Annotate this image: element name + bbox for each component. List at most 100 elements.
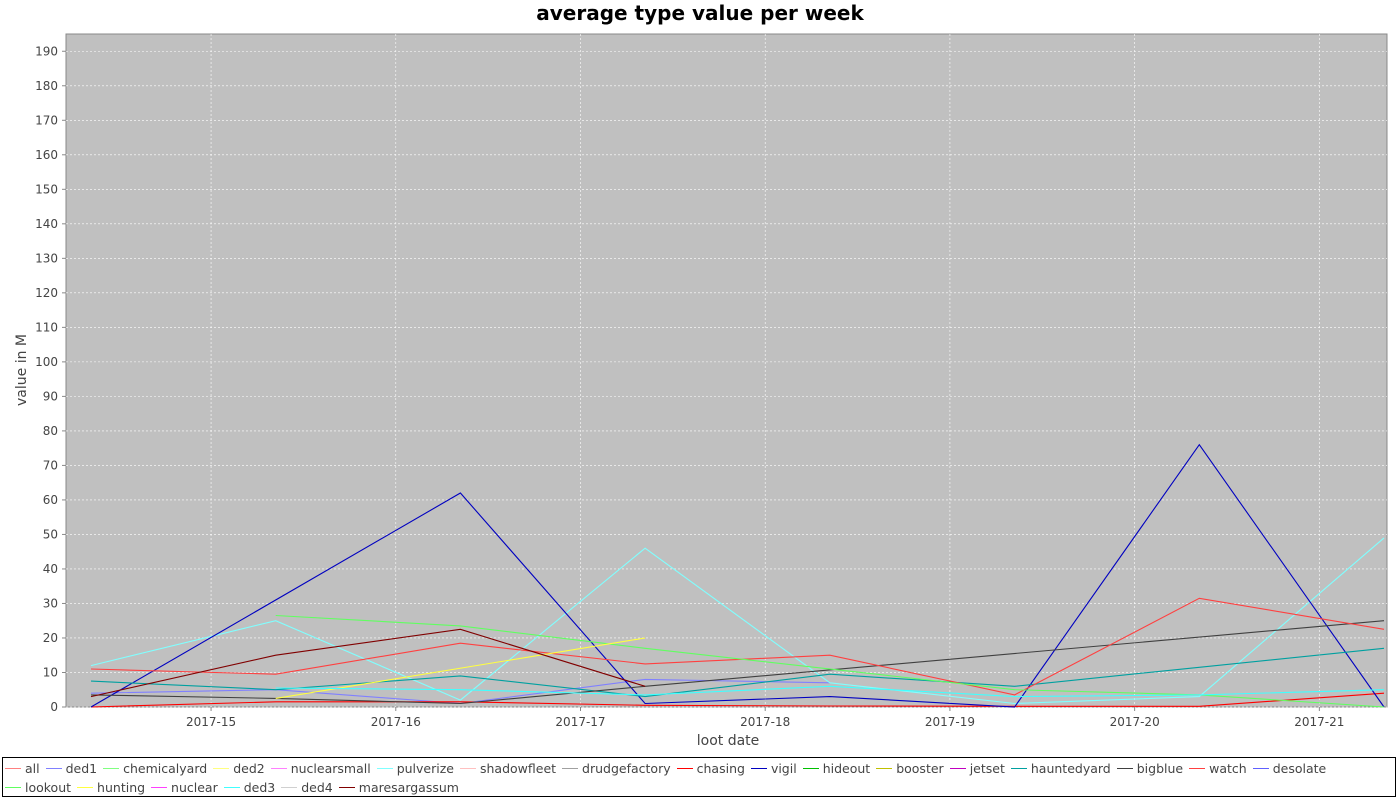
y-tick-label: 120 <box>35 286 58 300</box>
legend-label: chemicalyard <box>123 761 208 776</box>
legend: all ded1 chemicalyard ded2 nuclearsmall pulve… <box>2 757 1396 797</box>
y-tick-label: 160 <box>35 148 58 162</box>
legend-item-jetset: jetset <box>949 759 1005 778</box>
y-tick-label: 50 <box>43 527 58 541</box>
x-tick-label: 2017-20 <box>1110 715 1160 729</box>
legend-item-desolate: desolate <box>1252 759 1327 778</box>
legend-label: desolate <box>1272 761 1327 776</box>
legend-label: pulverize <box>396 761 454 776</box>
legend-swatch <box>750 768 767 769</box>
legend-item-maresargassum: maresargassum <box>338 778 459 797</box>
legend-label: chasing <box>696 761 745 776</box>
y-tick-label: 110 <box>35 320 58 334</box>
legend-label: nuclear <box>171 780 218 795</box>
legend-item-lookout: lookout <box>5 778 71 797</box>
legend-item-ded3: ded3 <box>223 778 276 797</box>
y-tick-label: 170 <box>35 113 58 127</box>
legend-swatch <box>5 787 21 788</box>
legend-label: jetset <box>969 761 1005 776</box>
legend-item-hauntedyard: hauntedyard <box>1010 759 1111 778</box>
y-tick-label: 130 <box>35 251 58 265</box>
legend-label: hideout <box>822 761 871 776</box>
legend-label: shadowfleet <box>479 761 557 776</box>
legend-item-nuclear: nuclear <box>151 778 218 797</box>
legend-swatch <box>1189 768 1206 769</box>
y-tick-label: 100 <box>35 355 58 369</box>
legend-item-chemicalyard: chemicalyard <box>103 759 207 778</box>
x-tick-label: 2017-19 <box>925 715 975 729</box>
legend-item-drudgefactory: drudgefactory <box>562 759 671 778</box>
legend-item-shadowfleet: shadowfleet <box>459 759 557 778</box>
series-line-hauntedyard <box>90 647 1385 698</box>
legend-swatch <box>151 787 168 788</box>
series-line-ded3 <box>275 685 1385 698</box>
legend-item-nuclearsmall: nuclearsmall <box>270 759 371 778</box>
legend-item-hunting: hunting <box>77 778 145 797</box>
x-tick-label: 2017-16 <box>371 715 421 729</box>
legend-label: maresargassum <box>358 780 459 795</box>
legend-label: ded3 <box>243 780 276 795</box>
legend-label: ded4 <box>301 780 333 795</box>
legend-label: nuclearsmall <box>290 761 371 776</box>
y-tick-label: 60 <box>43 493 58 507</box>
legend-swatch <box>562 768 579 769</box>
y-axis-label: value in M <box>14 334 30 406</box>
y-tick-label: 150 <box>35 182 58 196</box>
legend-label: vigil <box>770 761 797 776</box>
legend-swatch <box>103 768 120 769</box>
legend-label: drudgefactory <box>582 761 671 776</box>
legend-item-chasing: chasing <box>676 759 745 778</box>
y-tick-label: 140 <box>35 217 58 231</box>
legend-swatch <box>1010 768 1027 769</box>
legend-label: lookout <box>25 780 72 795</box>
series-line-pulverize <box>90 537 1385 705</box>
legend-swatch <box>459 768 476 769</box>
legend-swatch <box>676 768 693 769</box>
legend-item-ded2: ded2 <box>213 759 265 778</box>
series-line-chasing <box>90 692 1385 708</box>
legend-swatch <box>5 768 21 769</box>
legend-item-watch: watch <box>1189 759 1247 778</box>
x-tick-label: 2017-18 <box>740 715 790 729</box>
legend-label: hunting <box>97 780 146 795</box>
y-tick-label: 40 <box>43 562 58 576</box>
plot-area <box>65 33 1388 708</box>
y-tick-label: 70 <box>43 458 58 472</box>
legend-swatch <box>376 768 393 769</box>
legend-swatch <box>876 768 893 769</box>
legend-item-hideout: hideout <box>802 759 871 778</box>
line-chart: average type value per week 0 10 20 30 40 50 6… <box>14 1 1388 749</box>
legend-swatch <box>281 787 298 788</box>
legend-label: bigblue <box>1136 761 1184 776</box>
legend-label: ded2 <box>233 761 265 776</box>
legend-swatch <box>77 787 94 788</box>
legend-swatch <box>223 787 240 788</box>
x-axis-ticks: 2017-15 2017-16 2017-17 2017-18 2017-19 2017-… <box>186 707 1344 729</box>
legend-swatch <box>949 768 966 769</box>
legend-swatch <box>1252 768 1269 769</box>
legend-swatch <box>45 768 62 769</box>
x-tick-label: 2017-21 <box>1294 715 1344 729</box>
chart-title: average type value per week <box>536 1 864 25</box>
legend-item-bigblue: bigblue <box>1116 759 1184 778</box>
legend-label: watch <box>1209 761 1247 776</box>
x-axis-label: loot date <box>697 733 760 749</box>
y-tick-label: 180 <box>35 79 58 93</box>
legend-label: all <box>25 761 40 776</box>
legend-label: booster <box>896 761 944 776</box>
legend-swatch <box>1116 768 1133 769</box>
y-tick-label: 20 <box>43 631 58 645</box>
legend-swatch <box>213 768 230 769</box>
y-axis-ticks: 0 10 20 30 40 50 60 70 80 90 100 110 120 130 140 150 160… <box>35 44 66 714</box>
y-tick-label: 30 <box>43 596 58 610</box>
legend-item-all: all <box>5 759 40 778</box>
series-line-maresargassum <box>90 628 646 698</box>
series-lines <box>90 443 1385 708</box>
y-tick-label: 10 <box>43 665 58 679</box>
series-line-lookout <box>275 614 1385 708</box>
legend-label: ded1 <box>65 761 98 776</box>
series-line-watch <box>90 597 1385 696</box>
x-tick-label: 2017-15 <box>186 715 236 729</box>
y-tick-label: 0 <box>50 700 58 714</box>
y-tick-label: 90 <box>43 389 58 403</box>
